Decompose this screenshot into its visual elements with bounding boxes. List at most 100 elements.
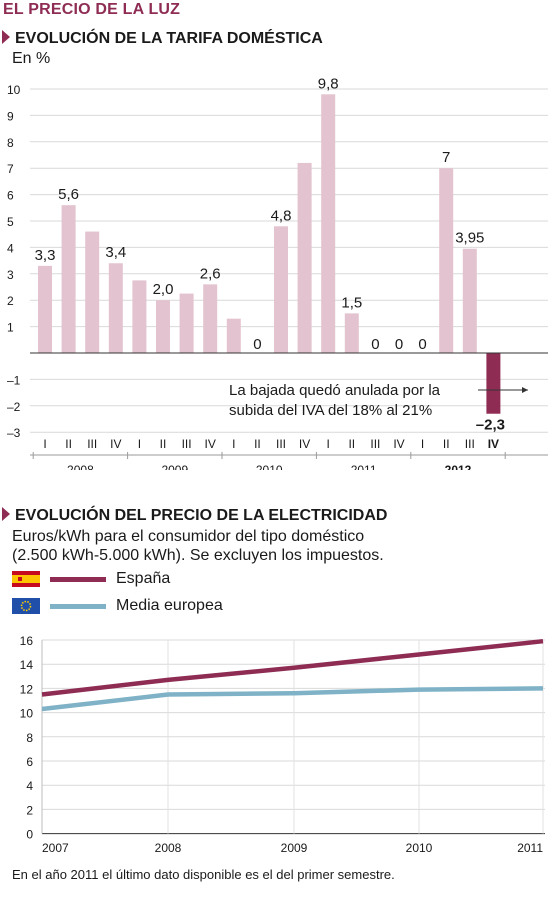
x-year-label: 2009	[161, 463, 188, 470]
y-tick-label: 6	[26, 755, 33, 769]
y-tick-label: 2	[7, 294, 14, 308]
x-quarter-label: IV	[110, 437, 121, 451]
data-label: 3,3	[35, 247, 56, 264]
y-tick-label: 0	[26, 828, 33, 842]
data-label: 2,6	[200, 265, 221, 282]
bar	[344, 313, 359, 353]
x-quarter-label: I	[327, 437, 330, 451]
data-label: 0	[395, 336, 403, 353]
y-tick-label: –2	[7, 400, 21, 414]
chart1-unit: En %	[12, 50, 51, 67]
data-label: 2,0	[153, 281, 174, 298]
x-quarter-label: IV	[393, 437, 404, 451]
chart2-subtitle: Euros/kWh para el consumidor del tipo do…	[12, 527, 384, 565]
y-tick-label: 1	[7, 321, 14, 335]
page-title: EL PRECIO DE LA LUZ	[3, 1, 181, 18]
x-quarter-label: II	[443, 437, 450, 451]
bar	[108, 263, 123, 353]
bar	[179, 293, 194, 353]
x-quarter-label: I	[232, 437, 235, 451]
y-tick-label: –1	[7, 373, 21, 387]
y-tick-label: 14	[20, 658, 34, 672]
y-tick-label: 8	[26, 731, 33, 745]
x-quarter-label: III	[465, 437, 475, 451]
bar	[297, 162, 312, 353]
x-tick-label: 2009	[281, 841, 308, 855]
tariff-bar-chart: 10 9 8 7 6 5 4 3 2 1 –1 –2 –3 3,3 5,6 3,4 2,0 2,6 0 4,8 9,8 1…	[7, 75, 548, 470]
x-quarter-label: I	[421, 437, 424, 451]
data-label: 0	[253, 336, 261, 353]
x-quarter-label: IV	[488, 437, 499, 451]
x-quarter-label: III	[370, 437, 380, 451]
section-marker-icon	[2, 30, 10, 44]
legend-swatch-espana	[50, 576, 106, 582]
x-quarter-label: III	[182, 437, 192, 451]
y-tick-label: 9	[7, 109, 14, 123]
bar	[321, 94, 336, 353]
data-label: 4,8	[271, 207, 292, 224]
x-quarter-label: I	[43, 437, 46, 451]
spain-flag-icon	[12, 571, 40, 587]
x-year-label: 2010	[256, 463, 283, 470]
annotation-line2: subida del IVA del 18% al 21%	[229, 402, 432, 419]
y-tick-label: 8	[7, 136, 14, 150]
x-year-label: 2011	[351, 463, 377, 470]
annotation-line1: La bajada quedó anulada por la	[229, 382, 441, 399]
y-tick-label: 3	[7, 268, 14, 282]
bar	[486, 353, 501, 414]
y-tick-label: 16	[20, 634, 34, 648]
bar	[274, 226, 288, 353]
x-quarter-label: II	[65, 437, 72, 451]
y-tick-label: –3	[7, 426, 21, 440]
data-label: 3,95	[455, 230, 484, 247]
annotation-arrow-icon	[522, 387, 528, 393]
data-label: 7	[442, 149, 450, 166]
y-tick-label: 4	[7, 241, 14, 255]
x-tick-label: 2011	[517, 841, 543, 855]
series-line-europa	[41, 686, 544, 712]
data-label: 0	[371, 336, 379, 353]
legend-item-espana: España	[12, 570, 170, 588]
x-year-label: 2012	[445, 463, 472, 470]
data-label: 9,8	[318, 75, 339, 92]
x-quarter-label: II	[348, 437, 355, 451]
data-label: 0	[418, 336, 426, 353]
data-label: 5,6	[58, 186, 79, 203]
data-label: 3,4	[105, 244, 126, 261]
x-tick-label: 2010	[406, 841, 433, 855]
bar	[85, 231, 100, 353]
y-tick-label: 12	[20, 682, 34, 696]
y-tick-label: 10	[7, 83, 21, 97]
bar	[38, 265, 52, 353]
bar	[156, 300, 170, 353]
chart2-title-text: EVOLUCIÓN DEL PRECIO DE LA ELECTRICIDAD	[15, 507, 388, 524]
bar	[226, 318, 241, 353]
eu-flag-icon	[12, 598, 40, 614]
legend-label-espana: España	[116, 570, 171, 587]
legend-swatch-europa	[50, 603, 106, 609]
data-label: –2,3	[476, 417, 505, 434]
chart2-subtitle-line1: Euros/kWh para el consumidor del tipo do…	[12, 528, 365, 545]
y-tick-label: 10	[20, 707, 34, 721]
x-quarter-label: I	[138, 437, 141, 451]
section-marker-icon	[2, 507, 10, 521]
chart2-subtitle-line2: (2.500 kWh-5.000 kWh). Se excluyen los i…	[12, 547, 384, 564]
series-line-espana	[41, 638, 544, 697]
legend-item-europa: Media europea	[12, 597, 223, 615]
legend-label-europa: Media europea	[116, 597, 223, 614]
chart1-title-text: EVOLUCIÓN DE LA TARIFA DOMÉSTICA	[15, 30, 323, 47]
x-quarter-label: III	[87, 437, 97, 451]
x-quarter-label: IV	[299, 437, 310, 451]
x-quarter-label: II	[160, 437, 167, 451]
bar	[203, 284, 218, 353]
y-tick-label: 2	[26, 803, 33, 817]
chart1-title: EVOLUCIÓN DE LA TARIFA DOMÉSTICA	[2, 30, 323, 48]
y-tick-label: 7	[7, 162, 14, 176]
x-quarter-label: III	[276, 437, 286, 451]
x-quarter-label: IV	[205, 437, 216, 451]
bar	[132, 280, 147, 353]
bar	[462, 248, 477, 353]
bar	[439, 168, 454, 353]
bar	[61, 205, 76, 353]
x-tick-label: 2008	[155, 841, 182, 855]
